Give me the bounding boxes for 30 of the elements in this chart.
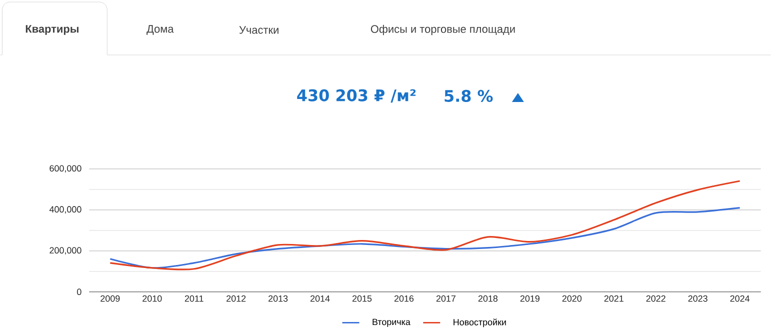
chart-title: 430 203 ₽ /м² [297,89,416,103]
x-tick-label: 2020 [562,295,582,302]
x-tick-label: 2010 [142,295,162,302]
text: Офисы и торговые площади [370,25,515,36]
x-tick-label: 2022 [646,295,666,302]
legend-label: Вторичка [372,318,410,328]
x-tick-label: 2023 [688,295,708,302]
x-tick-label: 2021 [604,295,624,302]
line-series [109,180,741,270]
text: Участки [239,26,278,34]
y-tick-label: 600,000 [50,165,82,173]
x-tick-label: 2018 [478,295,498,302]
chart-subtitle: 5.8 % [444,90,493,102]
text: Дома [146,25,174,35]
y-tick-label: 200,000 [50,247,82,255]
x-tick-label: 2014 [310,295,330,302]
x-tick-label: 2024 [730,295,750,302]
x-tick-label: 2016 [394,295,414,302]
x-tick-label: 2015 [352,295,372,302]
x-tick-label: 2013 [268,295,288,302]
y-tick-label: 0 [77,288,82,296]
x-tick-label: 2011 [184,295,204,302]
x-tick-label: 2017 [436,295,456,302]
line-series [109,207,741,269]
x-tick-label: 2009 [100,295,120,302]
y-tick-label: 400,000 [49,206,82,214]
text: Квартиры [26,25,78,35]
legend-label: Новостройки [454,318,506,328]
x-tick-label: 2019 [520,295,540,302]
x-tick-label: 2012 [226,295,246,302]
